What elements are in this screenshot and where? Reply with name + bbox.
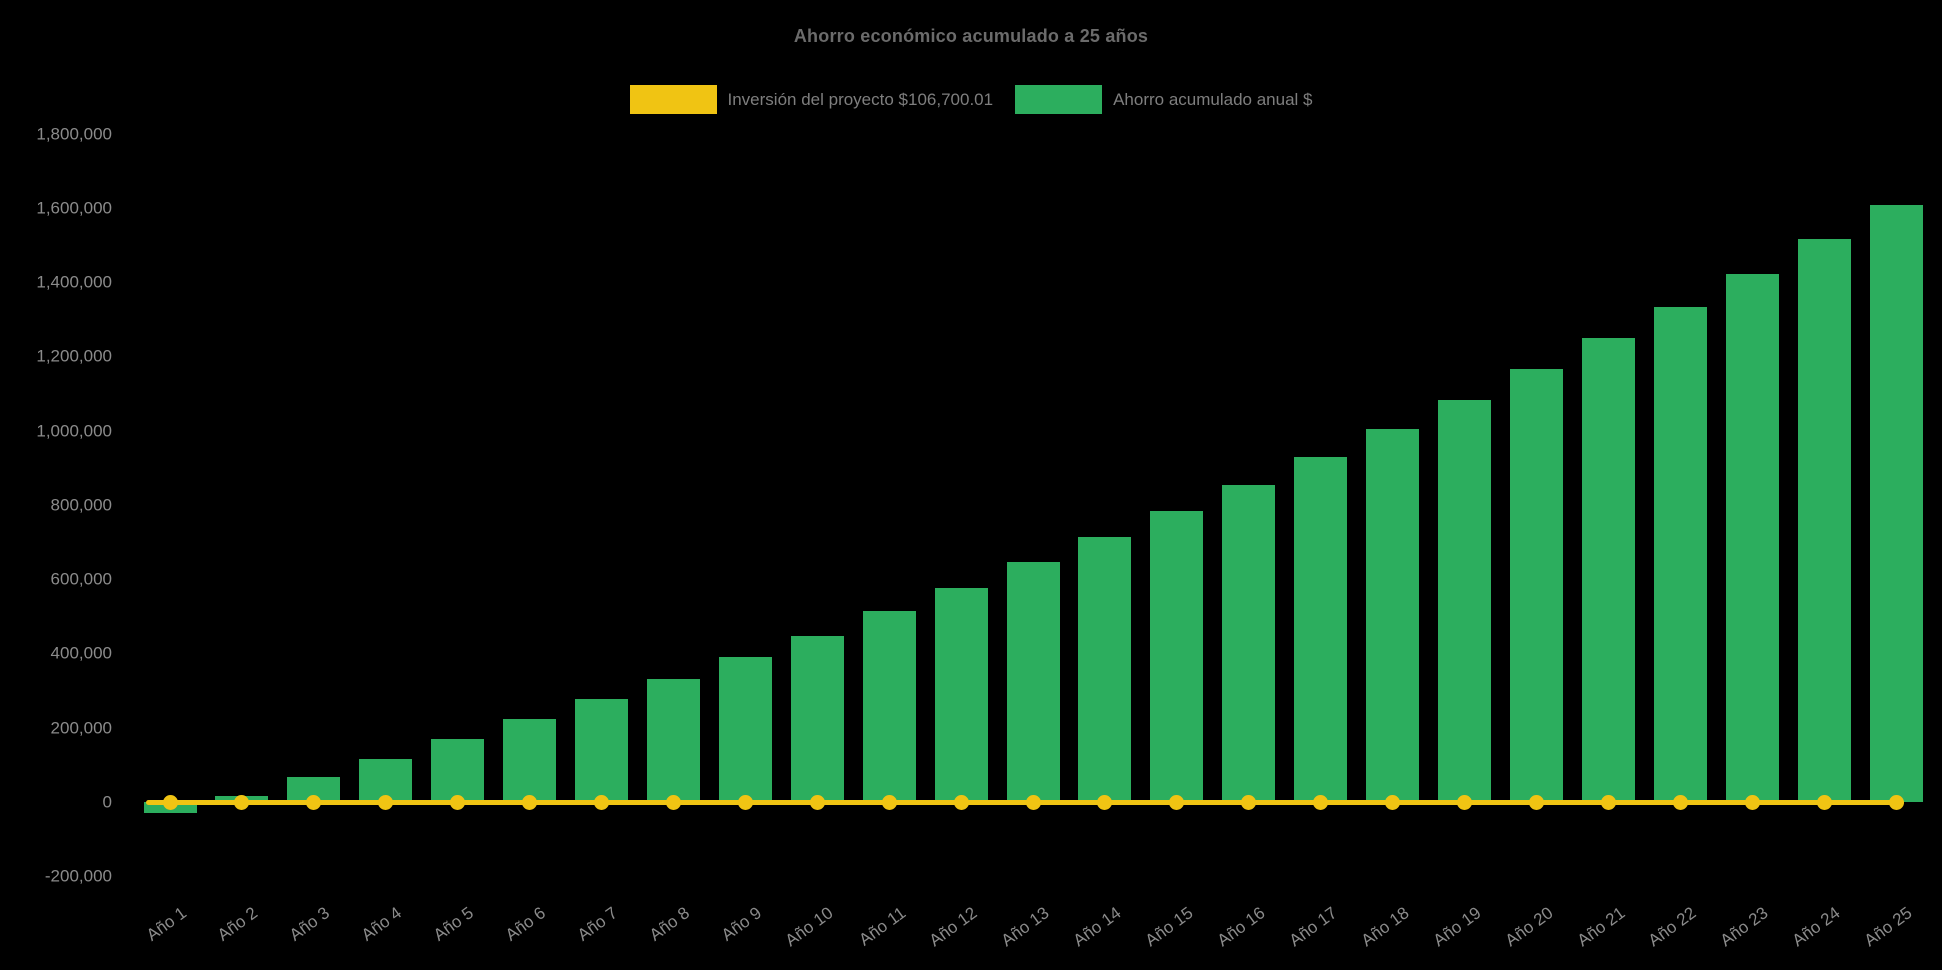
x-tick-label: Año 9 (717, 903, 765, 945)
investment-point[interactable] (665, 794, 681, 810)
bar-ano-16[interactable] (1222, 484, 1276, 802)
investment-point[interactable] (1528, 794, 1544, 810)
x-tick-label: Año 25 (1860, 903, 1916, 951)
bar-ano-25[interactable] (1869, 205, 1923, 802)
chart-title: Ahorro económico acumulado a 25 años (793, 26, 1149, 46)
investment-point[interactable] (1888, 794, 1904, 810)
bar-ano-18[interactable] (1366, 428, 1420, 802)
bar-ano-19[interactable] (1438, 399, 1492, 802)
x-tick-label: Año 21 (1573, 903, 1628, 951)
bar-ano-7[interactable] (575, 699, 629, 802)
bar-ano-12[interactable] (934, 588, 988, 802)
x-tick-label: Año 16 (1213, 903, 1269, 951)
investment-point[interactable] (1241, 794, 1257, 810)
chart-legend: Inversión del proyecto $106,700.01 Ahorr… (0, 85, 1942, 114)
x-tick-label: Año 1 (142, 903, 190, 945)
investment-point[interactable] (737, 794, 753, 810)
legend-label-ahorro: Ahorro acumulado anual $ (1113, 89, 1313, 109)
x-tick-label: Año 17 (1285, 903, 1341, 951)
legend-item-inversion[interactable]: Inversión del proyecto $106,700.01 (629, 85, 994, 114)
y-tick-label: 1,200,000 (36, 346, 112, 366)
bar-ano-20[interactable] (1509, 369, 1563, 802)
investment-point[interactable] (1744, 794, 1760, 810)
investment-point[interactable] (162, 794, 178, 810)
x-tick-label: Año 20 (1501, 903, 1557, 951)
bar-ano-9[interactable] (718, 656, 772, 802)
legend-swatch-inversion (629, 85, 717, 114)
x-tick-label: Año 6 (502, 903, 550, 945)
investment-point[interactable] (234, 794, 250, 810)
x-tick-label: Año 14 (1069, 903, 1125, 951)
investment-point[interactable] (1025, 794, 1041, 810)
y-tick-label: 400,000 (50, 643, 112, 663)
y-tick-label: 600,000 (50, 569, 112, 589)
investment-point[interactable] (378, 794, 394, 810)
y-tick-label: 1,000,000 (36, 421, 112, 441)
x-tick-label: Año 13 (997, 903, 1053, 951)
investment-point[interactable] (306, 794, 322, 810)
bar-ano-21[interactable] (1581, 337, 1635, 802)
y-tick-label: 1,600,000 (36, 198, 112, 218)
x-tick-label: Año 18 (1357, 903, 1413, 951)
bar-ano-24[interactable] (1797, 239, 1851, 802)
y-tick-label: 800,000 (50, 495, 112, 515)
investment-point[interactable] (1169, 794, 1185, 810)
investment-point[interactable] (450, 794, 466, 810)
x-tick-label: Año 23 (1717, 903, 1772, 951)
y-tick-label: 1,800,000 (36, 124, 112, 144)
y-tick-label: 200,000 (50, 718, 112, 738)
legend-swatch-ahorro (1015, 85, 1103, 114)
y-tick-label: 0 (102, 792, 112, 812)
x-tick-label: Año 10 (782, 903, 837, 951)
investment-line (146, 799, 1904, 805)
x-tick-label: Año 19 (1429, 903, 1485, 951)
y-tick-label: 1,400,000 (36, 272, 112, 292)
x-tick-label: Año 5 (430, 903, 478, 945)
investment-point[interactable] (1385, 794, 1401, 810)
bar-ano-13[interactable] (1006, 562, 1060, 802)
investment-point[interactable] (522, 794, 538, 810)
legend-label-inversion: Inversión del proyecto $106,700.01 (727, 89, 994, 109)
bar-ano-15[interactable] (1150, 510, 1204, 802)
bar-ano-17[interactable] (1294, 457, 1348, 802)
x-tick-label: Año 8 (645, 903, 694, 945)
investment-point[interactable] (1313, 794, 1329, 810)
investment-point[interactable] (594, 794, 610, 810)
bar-ano-22[interactable] (1653, 307, 1707, 802)
bar-ano-10[interactable] (790, 636, 844, 802)
x-tick-label: Año 12 (925, 903, 981, 951)
x-tick-label: Año 4 (358, 903, 406, 945)
y-tick-label: -200,000 (44, 866, 112, 886)
investment-point[interactable] (1097, 794, 1113, 810)
investment-point[interactable] (1457, 794, 1473, 810)
x-tick-label: Año 11 (855, 903, 909, 950)
x-tick-label: Año 24 (1788, 903, 1844, 951)
x-tick-label: Año 2 (214, 903, 262, 945)
bar-ano-23[interactable] (1725, 274, 1779, 802)
x-tick-label: Año 15 (1141, 903, 1197, 951)
bar-ano-5[interactable] (431, 738, 485, 802)
legend-item-ahorro[interactable]: Ahorro acumulado anual $ (1015, 85, 1313, 114)
bar-ano-8[interactable] (646, 679, 700, 802)
bar-ano-14[interactable] (1078, 536, 1132, 802)
investment-point[interactable] (1600, 794, 1616, 810)
bar-ano-6[interactable] (503, 718, 557, 802)
investment-point[interactable] (953, 794, 969, 810)
investment-point[interactable] (1672, 794, 1688, 810)
investment-point[interactable] (809, 794, 825, 810)
investment-point[interactable] (1816, 794, 1832, 810)
bar-ano-11[interactable] (862, 611, 916, 802)
x-tick-label: Año 3 (286, 903, 334, 945)
x-tick-label: Año 7 (573, 903, 622, 945)
x-tick-label: Año 22 (1645, 903, 1700, 951)
investment-point[interactable] (881, 794, 897, 810)
